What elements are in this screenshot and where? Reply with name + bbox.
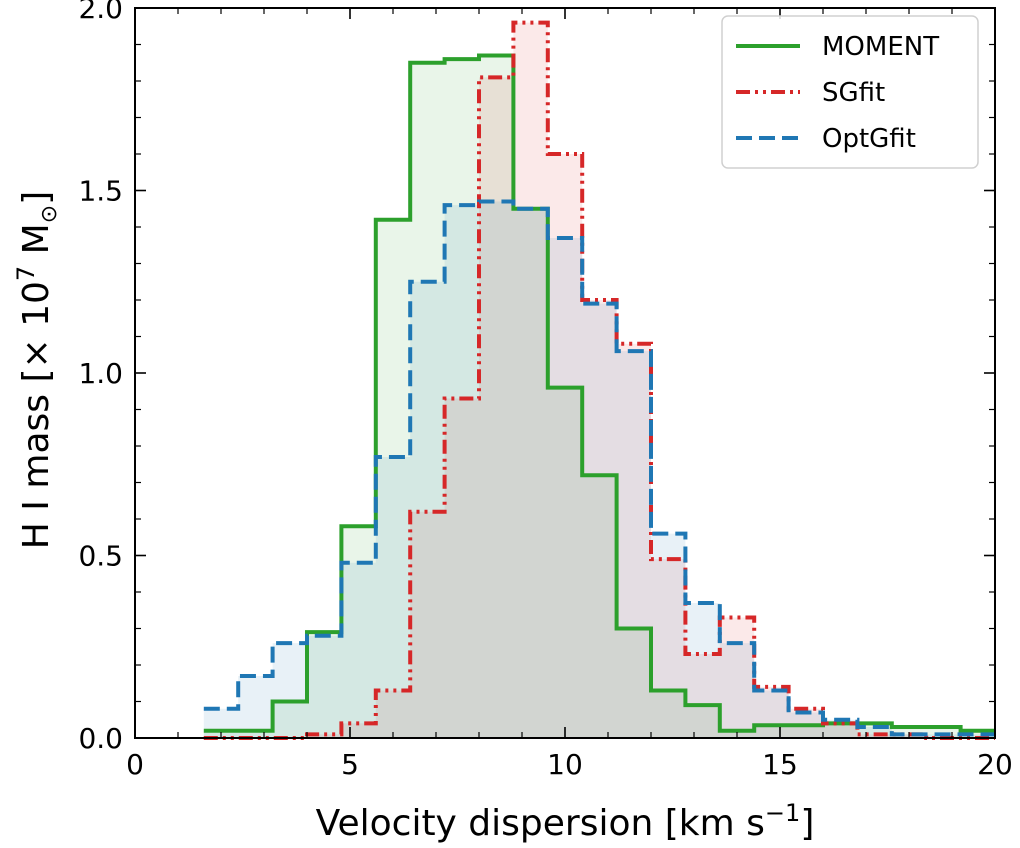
legend-label-optgfit: OptGfit — [822, 124, 916, 154]
x-tick-label: 0 — [126, 748, 144, 781]
step-line-moment — [203, 53, 995, 733]
y-axis-label: H I mass [× 107 M⊙] — [12, 191, 62, 549]
legend-label-moment: MOMENT — [822, 32, 939, 62]
y-tick-label: 0.5 — [78, 540, 123, 573]
fill-area-optgfit — [203, 201, 996, 738]
y-tick-label: 1.5 — [78, 175, 123, 208]
x-tick-label: 5 — [341, 748, 359, 781]
plot-frame — [134, 7, 996, 739]
step-line-sgfit — [203, 20, 995, 740]
fill-area-sgfit — [203, 22, 996, 739]
y-tick-label: 1.0 — [78, 357, 123, 390]
x-tick-label: 10 — [547, 748, 583, 781]
y-tick-label: 0.0 — [78, 722, 123, 755]
step-line-optgfit — [203, 199, 995, 737]
histogram-fills — [203, 22, 996, 739]
x-axis-label: Velocity dispersion [km s−1] — [316, 799, 815, 844]
fill-area-moment — [203, 55, 996, 738]
histogram-steps — [203, 20, 995, 740]
y-tick-label: 2.0 — [78, 0, 123, 25]
legend: MOMENT SGfit OptGfit — [721, 15, 979, 169]
legend-box — [721, 15, 979, 169]
x-tick-label: 20 — [977, 748, 1013, 781]
x-tick-label: 15 — [762, 748, 798, 781]
legend-label-sgfit: SGfit — [822, 78, 885, 108]
